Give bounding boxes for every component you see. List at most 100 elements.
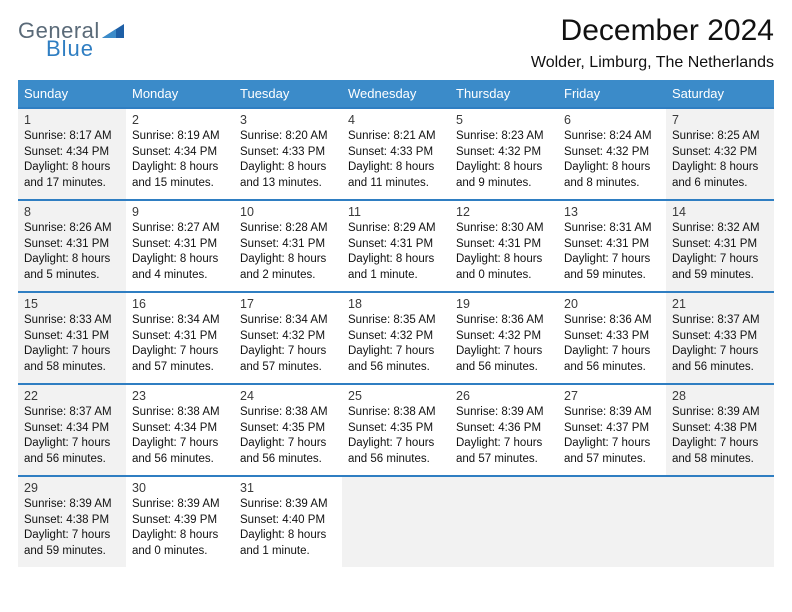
sunrise-text: Sunrise: 8:34 AM: [240, 313, 336, 329]
day-cell-26: 26Sunrise: 8:39 AMSunset: 4:36 PMDayligh…: [450, 385, 558, 475]
day-number: 6: [564, 113, 660, 127]
day-cell-27: 27Sunrise: 8:39 AMSunset: 4:37 PMDayligh…: [558, 385, 666, 475]
sunrise-text: Sunrise: 8:31 AM: [564, 221, 660, 237]
weekday-saturday: Saturday: [666, 80, 774, 107]
sunset-text: Sunset: 4:38 PM: [672, 421, 768, 437]
day-number: 2: [132, 113, 228, 127]
day-cell-10: 10Sunrise: 8:28 AMSunset: 4:31 PMDayligh…: [234, 201, 342, 291]
day-cell-9: 9Sunrise: 8:27 AMSunset: 4:31 PMDaylight…: [126, 201, 234, 291]
daylight-text: and 9 minutes.: [456, 176, 552, 192]
daylight-text: and 11 minutes.: [348, 176, 444, 192]
day-cell-6: 6Sunrise: 8:24 AMSunset: 4:32 PMDaylight…: [558, 109, 666, 199]
sunrise-text: Sunrise: 8:19 AM: [132, 129, 228, 145]
day-number: 15: [24, 297, 120, 311]
daylight-text: and 13 minutes.: [240, 176, 336, 192]
sunset-text: Sunset: 4:37 PM: [564, 421, 660, 437]
sunset-text: Sunset: 4:36 PM: [456, 421, 552, 437]
day-number: 5: [456, 113, 552, 127]
day-cell-28: 28Sunrise: 8:39 AMSunset: 4:38 PMDayligh…: [666, 385, 774, 475]
sunset-text: Sunset: 4:31 PM: [564, 237, 660, 253]
daylight-text: Daylight: 8 hours: [132, 528, 228, 544]
daylight-text: Daylight: 8 hours: [240, 160, 336, 176]
week-row: 29Sunrise: 8:39 AMSunset: 4:38 PMDayligh…: [18, 475, 774, 567]
day-cell-7: 7Sunrise: 8:25 AMSunset: 4:32 PMDaylight…: [666, 109, 774, 199]
month-title: December 2024: [531, 14, 774, 48]
daylight-text: and 58 minutes.: [672, 452, 768, 468]
daylight-text: Daylight: 7 hours: [564, 252, 660, 268]
day-number: 4: [348, 113, 444, 127]
daylight-text: Daylight: 8 hours: [456, 160, 552, 176]
day-cell-29: 29Sunrise: 8:39 AMSunset: 4:38 PMDayligh…: [18, 477, 126, 567]
day-cell-4: 4Sunrise: 8:21 AMSunset: 4:33 PMDaylight…: [342, 109, 450, 199]
title-block: December 2024 Wolder, Limburg, The Nethe…: [531, 14, 774, 72]
day-number: 25: [348, 389, 444, 403]
day-number: 19: [456, 297, 552, 311]
day-number: 18: [348, 297, 444, 311]
daylight-text: and 8 minutes.: [564, 176, 660, 192]
day-cell-15: 15Sunrise: 8:33 AMSunset: 4:31 PMDayligh…: [18, 293, 126, 383]
day-cell-12: 12Sunrise: 8:30 AMSunset: 4:31 PMDayligh…: [450, 201, 558, 291]
daylight-text: and 58 minutes.: [24, 360, 120, 376]
daylight-text: and 2 minutes.: [240, 268, 336, 284]
weekday-thursday: Thursday: [450, 80, 558, 107]
day-number: 17: [240, 297, 336, 311]
sunset-text: Sunset: 4:31 PM: [24, 237, 120, 253]
weekday-monday: Monday: [126, 80, 234, 107]
daylight-text: Daylight: 7 hours: [348, 344, 444, 360]
sunrise-text: Sunrise: 8:36 AM: [564, 313, 660, 329]
sunrise-text: Sunrise: 8:37 AM: [24, 405, 120, 421]
daylight-text: and 56 minutes.: [456, 360, 552, 376]
weeks-container: 1Sunrise: 8:17 AMSunset: 4:34 PMDaylight…: [18, 107, 774, 567]
daylight-text: Daylight: 7 hours: [672, 252, 768, 268]
daylight-text: Daylight: 7 hours: [564, 344, 660, 360]
day-number: 9: [132, 205, 228, 219]
sunrise-text: Sunrise: 8:39 AM: [24, 497, 120, 513]
sunrise-text: Sunrise: 8:37 AM: [672, 313, 768, 329]
day-number: 8: [24, 205, 120, 219]
day-number: 23: [132, 389, 228, 403]
sunset-text: Sunset: 4:34 PM: [24, 145, 120, 161]
day-cell-11: 11Sunrise: 8:29 AMSunset: 4:31 PMDayligh…: [342, 201, 450, 291]
daylight-text: Daylight: 7 hours: [132, 344, 228, 360]
sunset-text: Sunset: 4:31 PM: [672, 237, 768, 253]
header: General Blue December 2024 Wolder, Limbu…: [18, 14, 774, 72]
daylight-text: and 56 minutes.: [132, 452, 228, 468]
sunrise-text: Sunrise: 8:26 AM: [24, 221, 120, 237]
sunrise-text: Sunrise: 8:39 AM: [564, 405, 660, 421]
logo-triangle-icon: [102, 20, 124, 42]
daylight-text: Daylight: 7 hours: [132, 436, 228, 452]
sunset-text: Sunset: 4:32 PM: [456, 145, 552, 161]
sunset-text: Sunset: 4:35 PM: [348, 421, 444, 437]
day-number: 24: [240, 389, 336, 403]
day-cell-22: 22Sunrise: 8:37 AMSunset: 4:34 PMDayligh…: [18, 385, 126, 475]
day-cell-19: 19Sunrise: 8:36 AMSunset: 4:32 PMDayligh…: [450, 293, 558, 383]
day-number: 26: [456, 389, 552, 403]
calendar: SundayMondayTuesdayWednesdayThursdayFrid…: [18, 80, 774, 567]
day-cell-18: 18Sunrise: 8:35 AMSunset: 4:32 PMDayligh…: [342, 293, 450, 383]
sunrise-text: Sunrise: 8:38 AM: [348, 405, 444, 421]
sunrise-text: Sunrise: 8:34 AM: [132, 313, 228, 329]
day-number: 14: [672, 205, 768, 219]
logo: General Blue: [18, 14, 124, 60]
daylight-text: and 56 minutes.: [672, 360, 768, 376]
weekday-friday: Friday: [558, 80, 666, 107]
day-number: 11: [348, 205, 444, 219]
sunset-text: Sunset: 4:35 PM: [240, 421, 336, 437]
sunset-text: Sunset: 4:32 PM: [564, 145, 660, 161]
sunset-text: Sunset: 4:31 PM: [456, 237, 552, 253]
day-number: 12: [456, 205, 552, 219]
sunset-text: Sunset: 4:33 PM: [672, 329, 768, 345]
sunrise-text: Sunrise: 8:30 AM: [456, 221, 552, 237]
day-number: 27: [564, 389, 660, 403]
sunset-text: Sunset: 4:31 PM: [24, 329, 120, 345]
day-number: 31: [240, 481, 336, 495]
sunset-text: Sunset: 4:33 PM: [240, 145, 336, 161]
day-number: 21: [672, 297, 768, 311]
day-cell-16: 16Sunrise: 8:34 AMSunset: 4:31 PMDayligh…: [126, 293, 234, 383]
daylight-text: Daylight: 8 hours: [240, 252, 336, 268]
weekday-header-row: SundayMondayTuesdayWednesdayThursdayFrid…: [18, 80, 774, 107]
weekday-wednesday: Wednesday: [342, 80, 450, 107]
sunrise-text: Sunrise: 8:32 AM: [672, 221, 768, 237]
sunset-text: Sunset: 4:32 PM: [672, 145, 768, 161]
empty-cell: [342, 477, 450, 567]
